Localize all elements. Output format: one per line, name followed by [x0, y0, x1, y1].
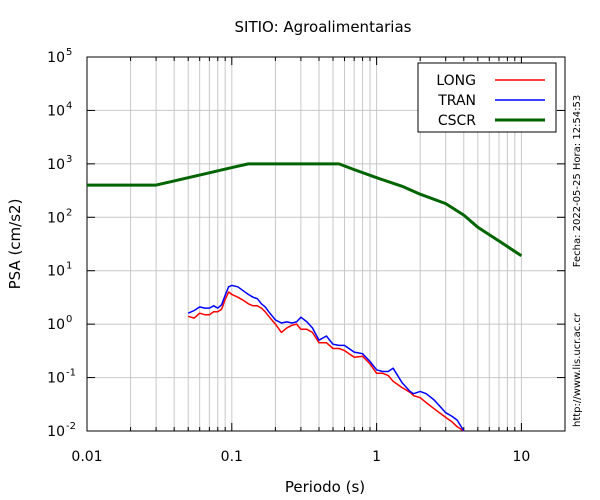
y-tick-label: 10 — [47, 157, 65, 173]
y-tick-label: 10 — [47, 103, 65, 119]
x-tick-labels: 0.01 0.1 1 10 — [71, 449, 530, 465]
y-axis-label: PSA (cm/s2) — [6, 199, 24, 290]
y-tick-exponent: 0 — [66, 314, 72, 325]
y-tick-exponent: 4 — [66, 100, 72, 111]
legend-label-tran: TRAN — [437, 93, 476, 109]
y-tick-label: 10 — [47, 50, 65, 66]
series-line-cscr — [87, 162, 523, 258]
x-axis-label: Periodo (s) — [285, 478, 365, 496]
x-tick-label: 0.01 — [71, 449, 102, 465]
y-tick-exponent: -1 — [66, 368, 76, 379]
y-tick-exponent: 1 — [66, 261, 72, 272]
date-time-label: Fecha: 2022-05-25 Hora: 12:54:53 — [572, 95, 583, 268]
grid-lines — [87, 57, 565, 431]
x-tick-label: 1 — [372, 449, 381, 465]
y-tick-exponent: -2 — [66, 421, 76, 432]
x-tick-label: 10 — [512, 449, 530, 465]
y-tick-label: 10 — [47, 371, 65, 387]
x-tick-label: 0.1 — [221, 449, 243, 465]
y-tick-label: 10 — [47, 264, 65, 280]
legend-label-long: LONG — [436, 73, 476, 89]
y-tick-label: 10 — [47, 317, 65, 333]
y-tick-exponent: 2 — [66, 207, 72, 218]
chart-title: SITIO: Agroalimentarias — [235, 18, 412, 36]
website-label: http://www.lis.ucr.ac.cr — [572, 312, 583, 427]
series-line-tran — [187, 284, 465, 432]
y-tick-exponent: 5 — [66, 47, 72, 58]
y-tick-exponent: 3 — [66, 154, 72, 165]
y-tick-label: 10 — [47, 210, 65, 226]
legend-label-cscr: CSCR — [438, 113, 476, 129]
y-tick-label: 10 — [47, 424, 65, 440]
legend: LONG TRAN CSCR — [417, 62, 557, 133]
plot-frame — [86, 56, 566, 432]
series-line-long — [187, 291, 465, 432]
series-lines — [87, 162, 523, 432]
